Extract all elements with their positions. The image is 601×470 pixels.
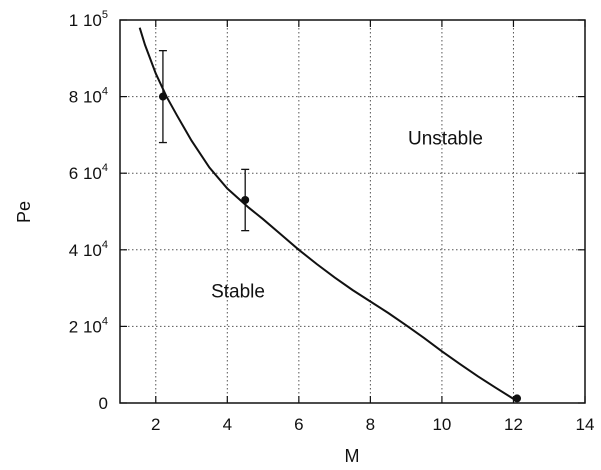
x-tick-label: 12 xyxy=(504,415,523,434)
y-tick-exponent: 5 xyxy=(102,9,108,21)
x-tick-label: 4 xyxy=(223,415,232,434)
y-tick-exponent: 4 xyxy=(102,239,108,251)
y-tick-label: 1 105 xyxy=(69,9,108,30)
y-tick-mantissa: 6 10 xyxy=(69,164,102,183)
stable-region-label: Stable xyxy=(211,282,265,303)
y-tick-exponent: 4 xyxy=(102,162,108,174)
x-tick-label: 6 xyxy=(294,415,303,434)
y-tick-label: 6 104 xyxy=(69,162,108,183)
x-tick-label: 2 xyxy=(151,415,160,434)
data-point xyxy=(158,92,167,101)
y-tick-label: 4 104 xyxy=(69,239,108,260)
y-tick-label: 2 104 xyxy=(69,315,108,336)
data-point xyxy=(513,394,522,403)
x-tick-label: 8 xyxy=(366,415,375,434)
region-annotations: Unstable Stable xyxy=(211,128,483,302)
x-tick-label: 14 xyxy=(576,415,595,434)
plot-series xyxy=(138,27,522,403)
y-tick-mantissa: 0 xyxy=(99,394,108,413)
grid-lines xyxy=(120,20,585,403)
y-tick-label: 8 104 xyxy=(69,86,108,107)
x-axis-label: M xyxy=(345,446,360,466)
y-tick-exponent: 4 xyxy=(102,315,108,327)
y-tick-mantissa: 2 10 xyxy=(69,317,102,336)
plot-frame xyxy=(119,19,586,404)
y-axis-label: Pe xyxy=(14,201,34,223)
x-tick-label: 10 xyxy=(432,415,451,434)
y-tick-exponent: 4 xyxy=(102,86,108,98)
axis-ticks xyxy=(120,19,586,404)
y-tick-label: 0 xyxy=(99,394,108,413)
y-tick-mantissa: 1 10 xyxy=(69,11,102,30)
data-point xyxy=(241,196,250,205)
y-tick-mantissa: 8 10 xyxy=(69,88,102,107)
unstable-region-label: Unstable xyxy=(408,128,483,149)
y-tick-mantissa: 4 10 xyxy=(69,241,102,260)
stability-boundary-curve xyxy=(138,27,518,402)
